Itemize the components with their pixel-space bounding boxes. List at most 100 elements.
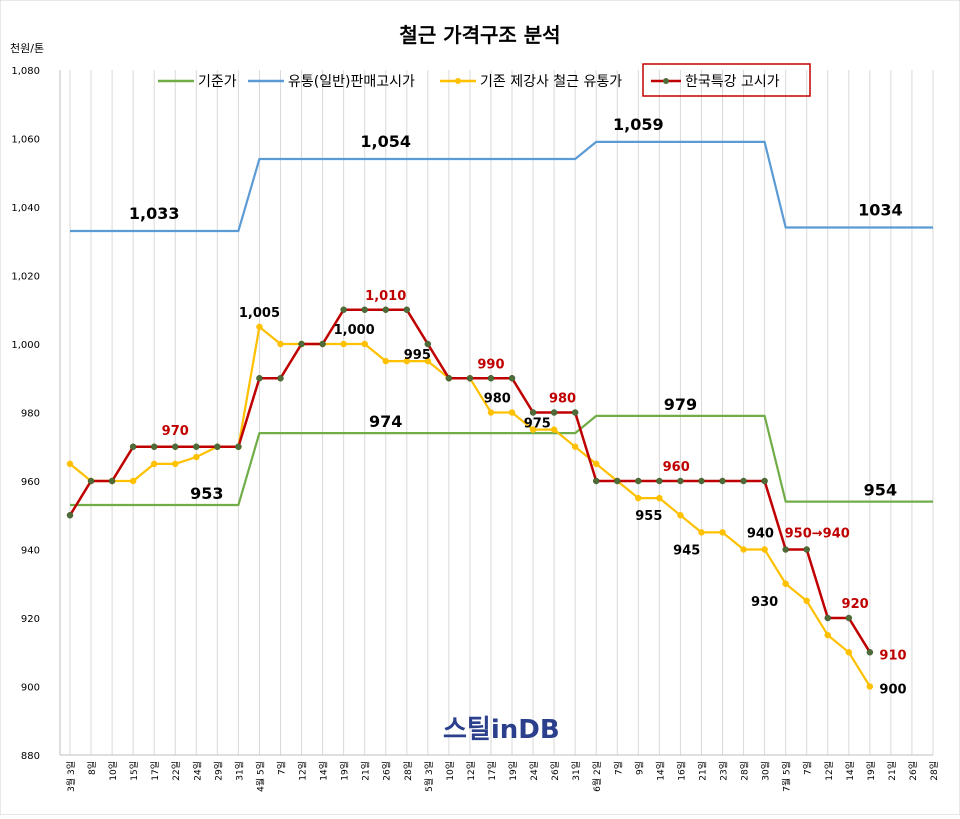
series-point: [361, 340, 368, 348]
series-point: [171, 443, 179, 450]
series-point: [508, 409, 516, 416]
x-tick-label: 28일: [929, 761, 940, 781]
data-label: 995: [404, 348, 431, 363]
data-label: 1,010: [365, 289, 406, 304]
series-point: [256, 323, 263, 331]
data-label: 1,033: [129, 204, 180, 223]
series-point: [466, 375, 474, 382]
series-point: [403, 357, 411, 365]
x-tick-label: 21일: [361, 761, 372, 781]
x-tick-label: 31일: [234, 761, 245, 781]
x-tick-label: 14일: [319, 761, 330, 781]
series-group: [66, 140, 933, 690]
x-tick-label: 28일: [403, 761, 414, 781]
data-label: 960: [663, 460, 690, 475]
data-labels: 1,033 1,054 1,059 1034 953 974 979 954 970 1,005 1…: [129, 115, 907, 698]
x-tick-label: 14일: [845, 761, 856, 781]
x-tick-label: 17일: [150, 761, 161, 781]
data-label: 955: [635, 509, 662, 524]
brand-logo-text: 스틸inDB: [443, 715, 560, 745]
series-point: [656, 494, 663, 502]
data-label: 1,059: [613, 115, 664, 134]
data-label: 953: [190, 484, 223, 503]
x-tick-label: 15일: [129, 761, 140, 781]
series-point: [193, 453, 200, 461]
series-point: [550, 409, 558, 416]
series-point: [487, 375, 495, 382]
x-tick-label: 22일: [171, 761, 182, 781]
data-label: 900: [879, 683, 906, 698]
series-point: [214, 443, 221, 450]
series-point: [698, 529, 705, 536]
x-tick-label: 5월 3일: [423, 761, 435, 792]
x-tick-label: 3월 3일: [65, 761, 77, 792]
x-tick-label: 23일: [719, 761, 730, 781]
legend-label: 한국특강 고시가: [685, 74, 780, 90]
data-label: 1,054: [360, 132, 411, 151]
series-point: [824, 614, 832, 622]
y-tick-label: 1,060: [11, 135, 40, 146]
series-point: [66, 460, 74, 468]
series-point: [129, 443, 137, 450]
legend-highlight-box: [642, 63, 811, 97]
data-label: 975: [524, 417, 551, 432]
brand-logo: 스틸inDB: [443, 715, 560, 745]
series-point: [592, 477, 600, 485]
series-point: [319, 340, 326, 348]
x-tick-label: 7일: [613, 761, 624, 775]
series-point: [782, 546, 789, 553]
series-point: [193, 443, 200, 450]
x-tick-label: 9일: [634, 761, 645, 775]
series-point: [424, 357, 432, 365]
series-point: [740, 477, 747, 485]
series-point: [87, 477, 95, 485]
x-tick-label: 28일: [740, 761, 751, 781]
series-line: [70, 414, 933, 507]
series-point: [677, 512, 684, 519]
data-label: 930: [751, 595, 778, 610]
legend-marker: [663, 78, 669, 84]
series-point: [740, 546, 747, 553]
data-label: 945: [673, 543, 700, 558]
series-point: [550, 426, 558, 433]
x-tick-label: 8일: [87, 761, 98, 775]
series-point: [677, 477, 684, 485]
series-point: [340, 306, 347, 313]
series-point: [635, 494, 642, 502]
data-label: 980: [549, 392, 576, 407]
series-point: [340, 340, 347, 348]
legend-label: 유통(일반)판매고시가: [288, 74, 415, 90]
series-point: [592, 460, 600, 468]
x-tick-label: 10일: [445, 761, 456, 781]
x-tick-label: 21일: [697, 761, 708, 781]
axes: 880 900 920 940 960 980 1,000 1,020 1,040 1,060 1,…: [11, 66, 940, 792]
series-point: [529, 409, 537, 416]
series-line: [70, 140, 933, 233]
y-tick-label: 1,080: [11, 66, 40, 77]
y-tick-label: 920: [21, 614, 40, 625]
x-tick-label: 21일: [887, 761, 898, 781]
series-point: [382, 357, 389, 365]
data-label: 974: [369, 412, 402, 431]
x-tick-label: 26일: [550, 761, 561, 781]
x-tick-label: 12일: [824, 761, 835, 781]
data-label: 979: [664, 395, 697, 414]
x-tick-label: 6월 2일: [591, 761, 603, 792]
x-tick-label: 12일: [298, 761, 309, 781]
series-point: [761, 477, 768, 485]
data-label: 1,005: [239, 306, 280, 321]
series-point: [298, 340, 305, 348]
y-tick-label: 980: [21, 409, 40, 420]
series-point: [635, 477, 642, 485]
series-point: [445, 375, 453, 382]
series-point: [66, 512, 74, 519]
series-point: [529, 426, 537, 433]
x-tick-label: 4월 5일: [254, 761, 266, 792]
series-point: [424, 340, 432, 348]
y-tick-label: 1,020: [11, 272, 40, 283]
series-point: [256, 375, 263, 382]
series-point: [277, 375, 284, 382]
series-point: [803, 546, 810, 553]
